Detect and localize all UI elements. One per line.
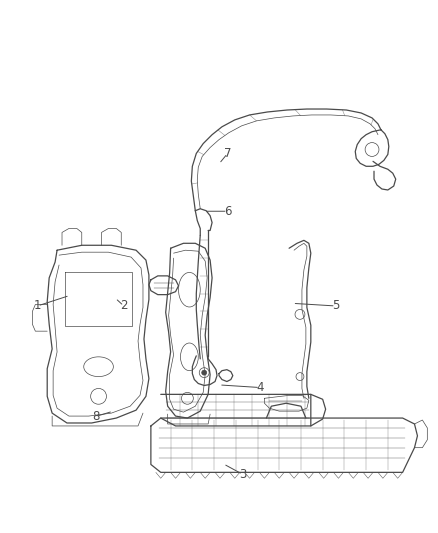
Text: 6: 6 [224,205,231,218]
Text: 1: 1 [34,300,41,312]
Text: 2: 2 [120,300,127,312]
Text: 3: 3 [239,468,247,481]
Circle shape [202,370,207,375]
Text: 8: 8 [92,410,99,423]
Text: 4: 4 [256,381,264,394]
Text: 7: 7 [224,147,231,160]
Text: 5: 5 [332,300,339,312]
